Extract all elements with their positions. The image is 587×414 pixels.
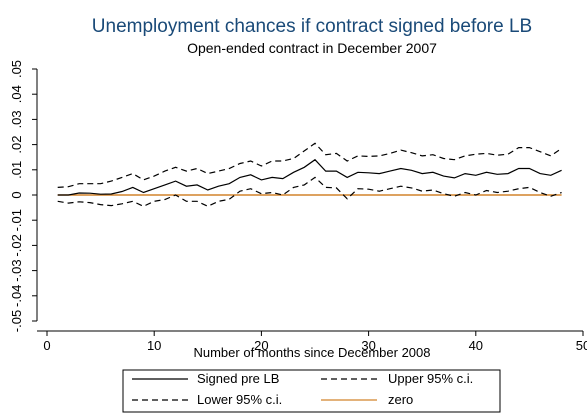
legend-label-lower-95-c-i: Lower 95% c.i. — [197, 392, 282, 407]
y-tick-label: .04 — [9, 85, 24, 103]
legend-box — [122, 369, 501, 413]
chart-title: Unemployment chances if contract signed … — [92, 16, 532, 37]
legend-label-upper-95-c-i: Upper 95% c.i. — [388, 371, 473, 386]
legend-label-signed-pre-lb: Signed pre LB — [197, 371, 279, 386]
y-tick-label: -.01 — [9, 209, 24, 231]
chart-subtitle: Open-ended contract in December 2007 — [187, 40, 437, 56]
series-line-lower-95-c-i — [57, 176, 562, 207]
y-tick-label: -.02 — [9, 234, 24, 256]
y-tick-label: .01 — [9, 161, 24, 179]
x-tick-label: 20 — [254, 338, 268, 353]
series-layer — [57, 142, 562, 207]
series-line-signed-pre-lb — [57, 158, 562, 196]
y-tick-label: -.03 — [9, 259, 24, 281]
y-tick-label: -.04 — [9, 285, 24, 307]
x-tick-label: 30 — [361, 338, 375, 353]
x-tick-label: 0 — [43, 338, 50, 353]
legend-label-zero: zero — [388, 392, 413, 407]
x-tick-label: 50 — [576, 338, 587, 353]
y-tick-label: .02 — [9, 136, 24, 154]
y-tick-label: -.05 — [9, 310, 24, 332]
x-tick-label: 40 — [469, 338, 483, 353]
legend: Signed pre LB Upper 95% c.i. Lower 95% c.i… — [122, 369, 501, 413]
y-tick-label: .03 — [9, 110, 24, 128]
y-tick-label: .05 — [9, 60, 24, 78]
axes: -.05 -.04 -.03 -.02 -.01 0 .01 .02 .03 .04 .05 0 10 2… — [9, 60, 587, 353]
y-tick-label: 0 — [9, 191, 24, 198]
x-axis-label: Number of months since December 2008 — [193, 345, 430, 360]
plot-area — [36, 62, 583, 322]
x-tick-label: 10 — [147, 338, 161, 353]
